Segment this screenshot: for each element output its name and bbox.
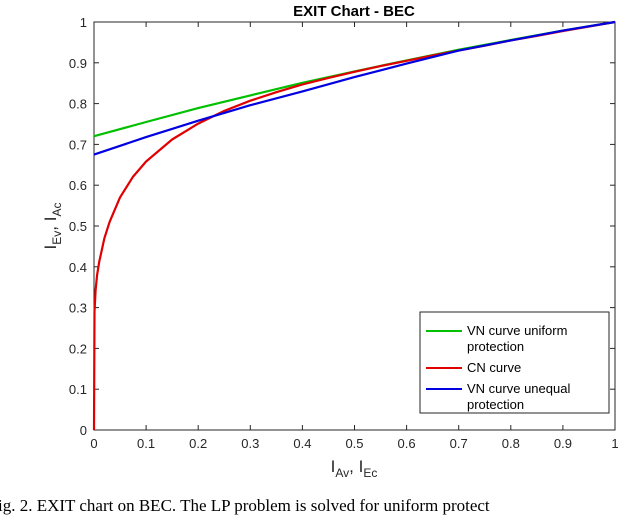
legend-label-uniform-l2: protection bbox=[467, 339, 524, 354]
series-lines bbox=[92, 20, 616, 431]
chart-title: EXIT Chart - BEC bbox=[293, 3, 415, 20]
x-tick-label: 0.3 bbox=[241, 436, 259, 451]
x-axis-ticks: 0 0.1 0.2 0.3 0.4 0.5 0.6 0.7 0.8 0.9 1 bbox=[90, 22, 619, 451]
exit-chart: EXIT Chart - BEC 0 0.1 0.2 0.3 0.4 0.5 0.6 0.7 0… bbox=[41, 3, 619, 480]
x-tick-label: 0.4 bbox=[293, 436, 311, 451]
y-tick-label: 0.3 bbox=[69, 301, 87, 316]
y-tick-label: 0.9 bbox=[69, 56, 87, 71]
y-tick-label: 0.7 bbox=[69, 137, 87, 152]
y-tick-label: 0.5 bbox=[69, 219, 87, 234]
y-tick-label: 0.1 bbox=[69, 382, 87, 397]
y-axis-ticks: 0 0.1 0.2 0.3 0.4 0.5 0.6 0.7 0.8 0.9 1 bbox=[69, 15, 615, 438]
x-tick-label: 0.1 bbox=[137, 436, 155, 451]
legend-label-uniform-l1: VN curve uniform bbox=[467, 323, 567, 338]
figure-caption: ig. 2. EXIT chart on BEC. The LP problem… bbox=[0, 496, 490, 515]
legend: VN curve uniform protection CN curve VN … bbox=[419, 311, 610, 414]
x-tick-label: 0.6 bbox=[398, 436, 416, 451]
y-tick-label: 0.2 bbox=[69, 341, 87, 356]
y-tick-label: 0.6 bbox=[69, 178, 87, 193]
y-tick-label: 1 bbox=[80, 15, 87, 30]
series-vn-unequal-line bbox=[93, 20, 616, 156]
x-tick-label: 0.8 bbox=[502, 436, 520, 451]
legend-box bbox=[419, 311, 610, 414]
legend-label-unequal-l2: protection bbox=[467, 397, 524, 412]
y-tick-label: 0 bbox=[80, 423, 87, 438]
legend-label-unequal-l1: VN curve unequal bbox=[467, 381, 570, 396]
x-tick-label: 0 bbox=[90, 436, 97, 451]
legend-label-cn: CN curve bbox=[467, 360, 521, 375]
y-tick-label: 0.4 bbox=[69, 260, 87, 275]
x-tick-label: 1 bbox=[611, 436, 618, 451]
x-tick-label: 0.7 bbox=[450, 436, 468, 451]
x-tick-label: 0.2 bbox=[189, 436, 207, 451]
x-axis-label: IAv, IEc bbox=[331, 457, 378, 480]
y-axis-label: IEv, IAc bbox=[41, 203, 64, 250]
x-tick-label: 0.5 bbox=[345, 436, 363, 451]
y-tick-label: 0.8 bbox=[69, 97, 87, 112]
x-tick-label: 0.9 bbox=[554, 436, 572, 451]
